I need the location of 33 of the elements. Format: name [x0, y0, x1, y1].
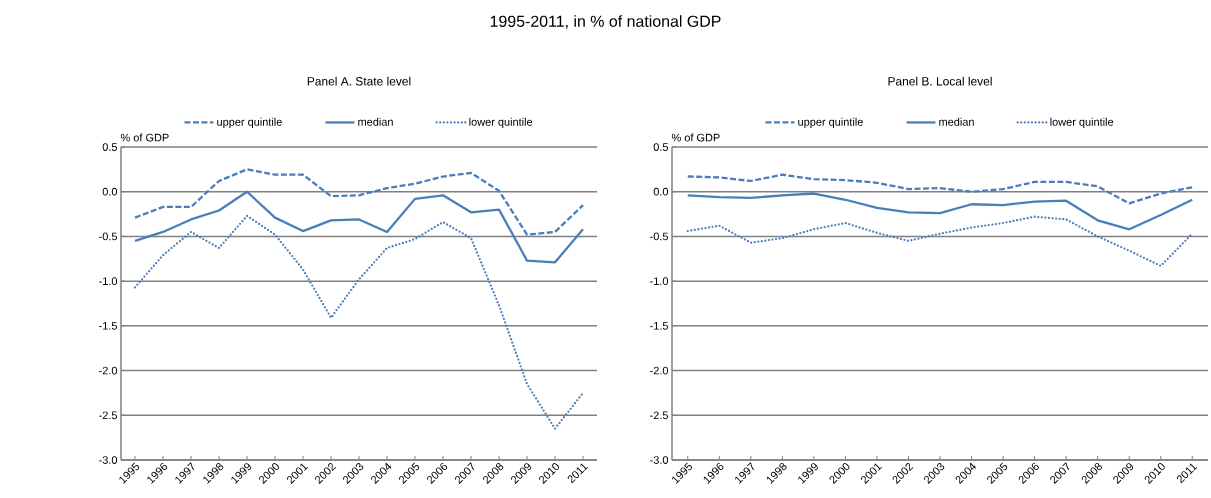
y-axis-title: % of GDP	[671, 133, 720, 142]
y-tick-label: -2.5	[99, 411, 118, 420]
line-series	[686, 192, 1194, 231]
y-tick-label: -2.0	[650, 366, 669, 375]
legend-label: median	[358, 117, 393, 126]
y-tick-label: -3.0	[650, 456, 669, 464]
y-tick-label: -1.5	[99, 322, 118, 330]
y-tick-label: -1.0	[650, 277, 669, 286]
legend-label: median	[939, 117, 974, 126]
y-tick-label: -1.0	[99, 277, 118, 286]
chart-title: Panel B. Local level	[888, 76, 992, 86]
legend-label: upper quintile	[217, 117, 282, 128]
text: 1995-2011, in % of national GDP	[490, 15, 721, 29]
line-series	[133, 168, 585, 236]
y-tick-label: -0.5	[99, 232, 118, 241]
y-tick-label: 0.5	[102, 143, 118, 151]
y-tick-label: -0.5	[650, 232, 669, 241]
legend-label: upper quintile	[798, 117, 863, 128]
legend-label: lower quintile	[469, 117, 533, 128]
y-tick-label: -2.0	[99, 366, 118, 375]
line-series	[686, 215, 1194, 268]
line-series	[133, 190, 585, 264]
y-tick-label: 0.0	[653, 187, 669, 196]
chart-title: Panel A. State level	[307, 76, 411, 86]
y-tick-label: 0.5	[653, 143, 669, 151]
line-series	[133, 214, 585, 430]
y-tick-label: 0.0	[102, 187, 118, 196]
y-tick-label: -1.5	[650, 322, 669, 330]
legend-label: lower quintile	[1050, 117, 1114, 128]
y-axis-title: % of GDP	[120, 133, 169, 142]
y-tick-label: -3.0	[99, 456, 118, 464]
line-series	[686, 173, 1194, 205]
y-tick-label: -2.5	[650, 411, 669, 420]
